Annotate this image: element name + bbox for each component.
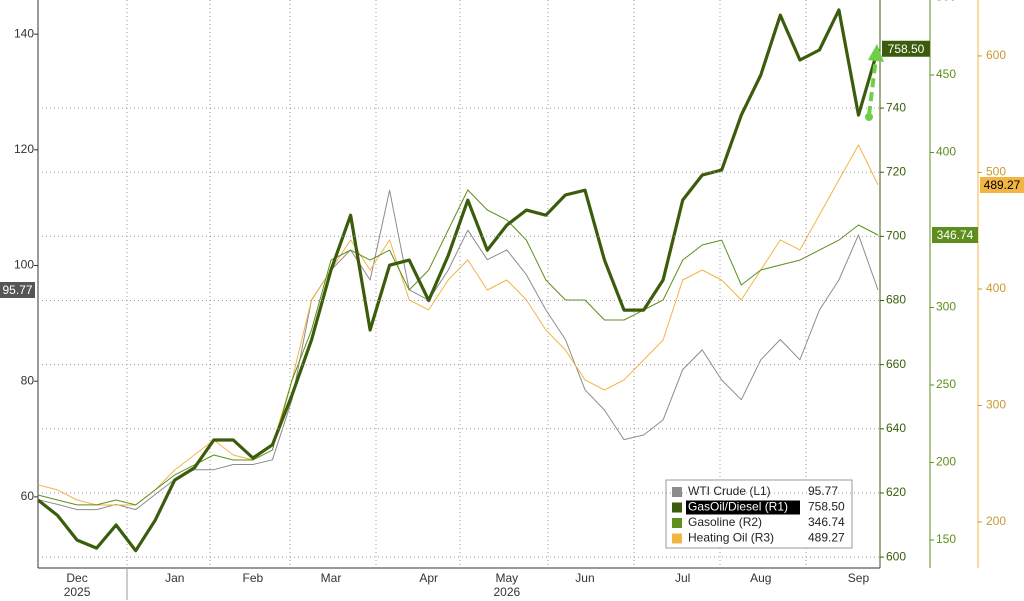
y-tick-label: 60 xyxy=(21,489,35,503)
y3-tick-label: 200 xyxy=(936,455,956,469)
y2-tick-label: 720 xyxy=(886,164,906,178)
x-tick-label: May xyxy=(496,571,519,585)
y2-tick-label: 660 xyxy=(886,357,906,371)
y-tick-label: 80 xyxy=(21,373,35,387)
x-tick-label: Mar xyxy=(321,571,342,585)
legend-swatch xyxy=(672,487,682,497)
legend-value: 346.74 xyxy=(808,515,845,529)
x-tick-label: Sep xyxy=(848,571,870,585)
x-tick-label: Apr xyxy=(419,571,438,585)
series-line xyxy=(37,144,879,506)
x-year-label: 2026 xyxy=(493,585,520,599)
y3-tick-label: 150 xyxy=(936,532,956,546)
legend-swatch xyxy=(672,502,682,513)
y2-tick-label: 640 xyxy=(886,421,906,435)
y3-tick-label: 450 xyxy=(936,67,956,81)
x-tick-label: Jul xyxy=(675,571,690,585)
series-line xyxy=(37,189,879,511)
y3-tick-label: 500 xyxy=(936,0,956,4)
x-tick-label: Feb xyxy=(243,571,264,585)
y2-tick-label: 600 xyxy=(886,549,906,563)
legend-label: GasOil/Diesel (R1) xyxy=(688,500,788,514)
value-tag-label: 95.77 xyxy=(2,283,32,297)
legend-value: 489.27 xyxy=(808,531,845,545)
value-tag-label: 758.50 xyxy=(888,42,925,56)
y4-tick-label: 200 xyxy=(986,514,1006,528)
x-tick-label: Dec xyxy=(66,571,87,585)
y2-tick-label: 620 xyxy=(886,485,906,499)
legend-label: Gasoline (R2) xyxy=(688,515,762,529)
series-line xyxy=(37,189,879,506)
x-year-label: 2025 xyxy=(64,585,91,599)
value-tag xyxy=(932,227,978,244)
legend-value: 95.77 xyxy=(808,484,838,498)
x-tick-label: Jun xyxy=(575,571,594,585)
series-line xyxy=(37,8,880,553)
y3-tick-label: 400 xyxy=(936,145,956,159)
y4-tick-label: 500 xyxy=(986,165,1006,179)
y-tick-label: 100 xyxy=(14,258,34,272)
legend-swatch xyxy=(672,518,682,528)
value-tag xyxy=(0,281,35,298)
value-tag xyxy=(980,176,1024,193)
legend-highlight xyxy=(686,500,800,515)
y4-tick-label: 400 xyxy=(986,281,1006,295)
y3-tick-label: 250 xyxy=(936,377,956,391)
legend-label: WTI Crude (L1) xyxy=(688,484,771,498)
y4-tick-label: 600 xyxy=(986,48,1006,62)
value-tag xyxy=(882,40,930,57)
y2-tick-label: 680 xyxy=(886,293,906,307)
x-tick-label: Aug xyxy=(750,571,771,585)
value-tag-label: 489.27 xyxy=(984,178,1021,192)
value-tag-label: 346.74 xyxy=(937,228,974,242)
y-tick-label: 120 xyxy=(14,142,34,156)
y2-tick-label: 700 xyxy=(886,229,906,243)
legend-label: Heating Oil (R3) xyxy=(688,531,774,545)
y-tick-label: 140 xyxy=(14,26,34,40)
plot xyxy=(37,8,880,553)
y2-tick-label: 740 xyxy=(886,100,906,114)
x-tick-label: Jan xyxy=(165,571,184,585)
legend: WTI Crude (L1) 95.77 GasOil/Diesel (R1) 758… xyxy=(665,479,853,549)
month-grid xyxy=(126,0,807,568)
y4-tick-label: 300 xyxy=(986,398,1006,412)
legend-value: 758.50 xyxy=(808,500,845,514)
annotation-arrow xyxy=(865,44,884,121)
y3-tick-label: 300 xyxy=(936,300,956,314)
legend-swatch xyxy=(672,533,682,544)
